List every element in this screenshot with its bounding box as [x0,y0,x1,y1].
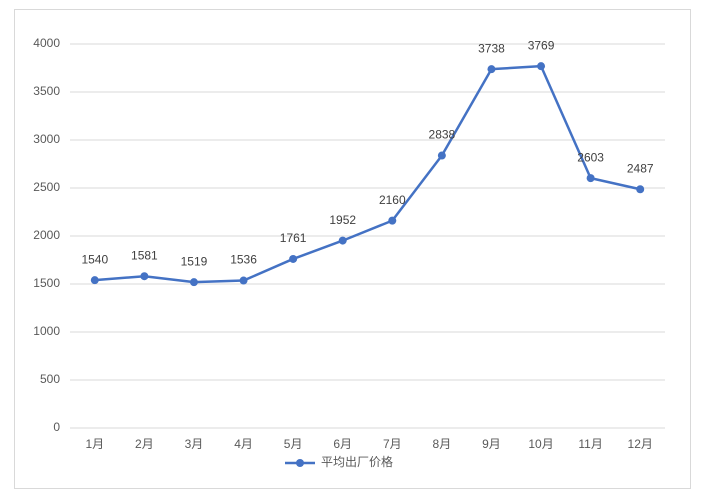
point [586,174,595,183]
point [338,236,347,245]
x-tick-label: 9月 [482,437,501,451]
y-tick-label: 3000 [33,132,60,146]
x-tick-label: 2月 [135,437,154,451]
y-tick-label: 500 [40,372,60,386]
data-label: 2603 [577,150,604,164]
legend-marker [296,459,304,467]
chart-border [14,9,691,489]
x-tick-label: 6月 [333,437,352,451]
point [90,276,99,285]
point [239,276,248,285]
point [140,272,149,281]
x-tick-label: 4月 [234,437,253,451]
point [537,62,546,71]
y-tick-label: 1500 [33,276,60,290]
x-tick-label: 8月 [433,437,452,451]
data-label: 3738 [478,41,505,55]
data-label: 1536 [230,253,257,267]
x-tick-label: 10月 [528,437,553,451]
x-tick-label: 12月 [628,437,653,451]
point [437,151,446,160]
point [189,278,198,287]
x-tick-label: 1月 [85,437,104,451]
y-tick-label: 4000 [33,36,60,50]
x-tick-label: 5月 [284,437,303,451]
x-tick-label: 3月 [185,437,204,451]
data-label: 1540 [81,252,108,266]
data-label: 1581 [131,248,158,262]
point [388,216,397,225]
y-tick-label: 2500 [33,180,60,194]
point [636,185,645,194]
y-tick-label: 3500 [33,84,60,98]
y-tick-label: 0 [53,420,60,434]
point [289,254,298,263]
x-tick-label: 7月 [383,437,402,451]
x-tick-label: 11月 [578,437,602,451]
point [487,65,496,74]
data-label: 1519 [181,254,208,268]
data-label: 2487 [627,161,654,175]
legend-label: 平均出厂价格 [321,454,393,469]
y-tick-label: 1000 [33,324,60,338]
data-label: 1952 [329,213,356,227]
data-label: 2160 [379,193,406,207]
data-label: 1761 [280,231,307,245]
data-label: 3769 [528,38,555,52]
y-tick-label: 2000 [33,228,60,242]
series-line [94,64,641,284]
data-label: 2838 [429,128,456,142]
